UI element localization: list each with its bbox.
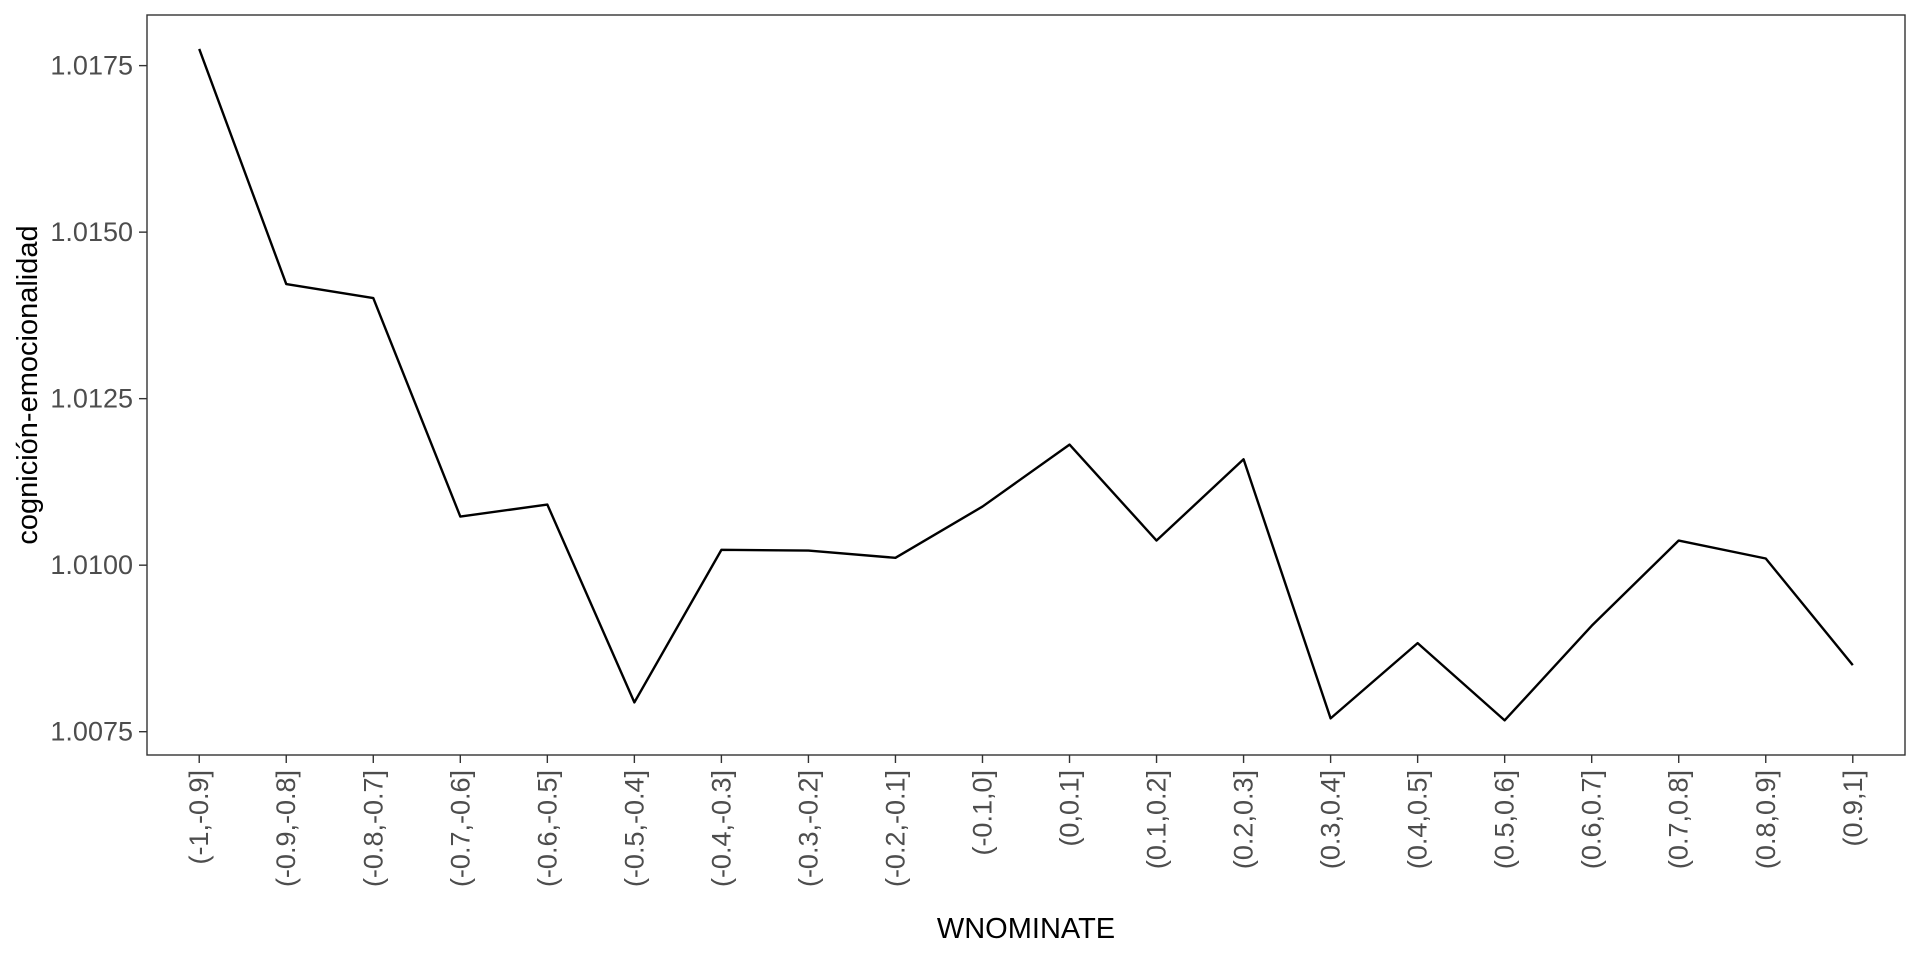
x-tick-label: (-0.2,-0.1] (880, 770, 910, 887)
x-tick-label: (-1,-0.9] (184, 770, 214, 865)
x-tick-label: (0.7,0.8] (1664, 770, 1694, 869)
x-tick-label: (-0.3,-0.2] (793, 770, 823, 887)
y-tick-label: 1.0075 (50, 717, 133, 747)
x-tick-label: (0.5,0.6] (1490, 770, 1520, 869)
x-tick-label: (-0.8,-0.7] (358, 770, 388, 887)
y-tick-label: 1.0175 (50, 51, 133, 81)
x-axis-title: WNOMINATE (937, 913, 1115, 945)
x-axis: (-1,-0.9] (-0.9,-0.8] (-0.8,-0.7] (-0.7,-0.… (184, 755, 1868, 887)
x-tick-label: (0.3,0.4] (1316, 770, 1346, 869)
y-tick-label: 1.0150 (50, 217, 133, 247)
x-tick-label: (-0.7,-0.6] (445, 770, 475, 887)
y-tick-label: 1.0125 (50, 384, 133, 414)
x-tick-label: (-0.4,-0.3] (706, 770, 736, 887)
x-tick-label: (-0.5,-0.4] (619, 770, 649, 887)
series-line (198, 48, 1854, 722)
x-tick-label: (0.1,0.2] (1142, 770, 1172, 869)
x-tick-label: (0.9,1] (1838, 770, 1868, 847)
plot-panel-border (146, 14, 1906, 756)
x-tick-label: (0.8,0.9] (1751, 770, 1781, 869)
y-tick-label: 1.0100 (50, 550, 133, 580)
y-axis-title: cognición-emocionalidad (12, 225, 44, 544)
x-tick-label: (0.2,0.3] (1229, 770, 1259, 869)
y-axis: 1.0075 1.0100 1.0125 1.0150 1.0175 (50, 51, 147, 747)
x-tick-label: (-0.6,-0.5] (532, 770, 562, 887)
x-tick-label: (-0.1,0] (967, 770, 997, 856)
x-tick-label: (-0.9,-0.8] (271, 770, 301, 887)
x-tick-label: (0,0.1] (1055, 770, 1085, 847)
x-tick-label: (0.6,0.7] (1577, 770, 1607, 869)
x-tick-label: (0.4,0.5] (1403, 770, 1433, 869)
